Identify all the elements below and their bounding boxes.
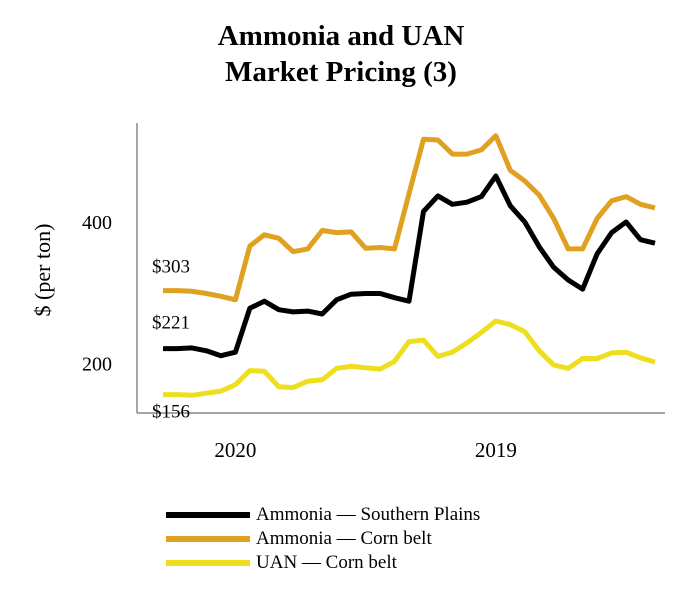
legend-item: Ammonia — Corn belt [166,527,480,551]
legend-label: UAN — Corn belt [256,552,397,573]
series-line-ammonia-corn-belt [163,133,656,303]
start-value-label-2: $156 [152,402,190,423]
chart-title: Ammonia and UAN Market Pricing (3) [0,18,682,90]
y-axis-label: $ (per ton) [30,224,55,317]
legend-label: Ammonia — Corn belt [256,528,432,549]
legend-swatch [166,560,250,566]
legend-swatch [166,512,250,518]
x-tick-label-2020: 2020 [214,438,256,462]
chart-legend: Ammonia — Southern Plains Ammonia — Corn … [166,503,480,575]
y-tick-label-200: 200 [82,353,112,375]
legend-item: UAN — Corn belt [166,551,480,575]
start-value-label-0: $303 [152,257,190,278]
legend-item: Ammonia — Southern Plains [166,503,480,527]
x-tick-label-2019: 2019 [475,438,517,462]
chart-title-line-1: Ammonia and UAN [217,20,465,52]
start-value-label-1: $221 [152,313,190,334]
legend-swatch [166,536,250,542]
legend-label: Ammonia — Southern Plains [256,504,481,525]
series-line-uan-corn-belt [163,318,656,398]
chart-title-line-2: Market Pricing (3) [225,56,457,88]
y-tick-label-400: 400 [82,212,112,234]
series-line-ammonia-southern-plains [163,173,656,359]
